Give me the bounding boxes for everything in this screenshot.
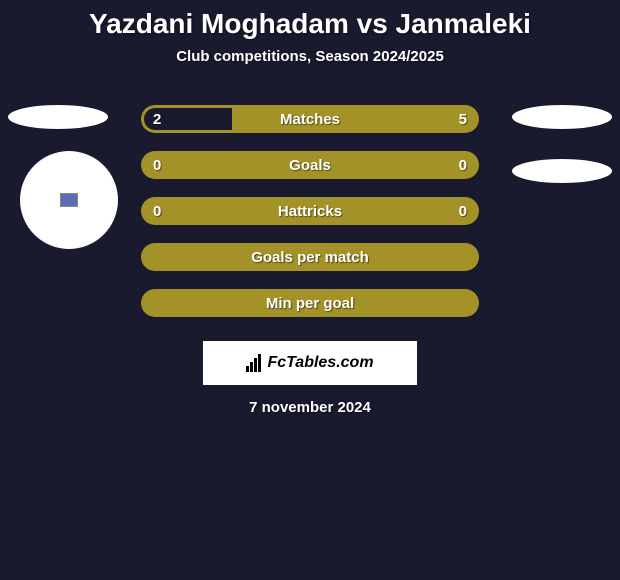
- placeholder-ellipse-mid-right: [512, 159, 612, 183]
- avatar: [20, 151, 118, 249]
- stat-label: Hattricks: [278, 203, 342, 220]
- stat-left-value: 2: [153, 111, 161, 128]
- chart-icon: [246, 354, 261, 372]
- stat-left-value: 0: [153, 157, 161, 174]
- placeholder-ellipse-top-right: [512, 105, 612, 129]
- stat-bar-min-per-goal: Min per goal: [141, 289, 479, 317]
- brand-logo: FcTables.com: [203, 341, 417, 385]
- stat-label: Matches: [280, 111, 340, 128]
- stat-right-value: 0: [459, 157, 467, 174]
- person-icon: [60, 193, 78, 207]
- stat-label: Min per goal: [266, 295, 354, 312]
- stat-right-value: 0: [459, 203, 467, 220]
- footer-date: 7 november 2024: [249, 399, 371, 416]
- stat-label: Goals: [289, 157, 331, 174]
- stat-bar-hattricks: 0 Hattricks 0: [141, 197, 479, 225]
- page-title: Yazdani Moghadam vs Janmaleki: [89, 8, 531, 40]
- stat-right-value: 5: [459, 111, 467, 128]
- placeholder-ellipse-top-left: [8, 105, 108, 129]
- page-subtitle: Club competitions, Season 2024/2025: [176, 48, 444, 65]
- stats-area: 2 Matches 5 0 Goals 0 0 Hattricks 0 Goal…: [0, 105, 620, 416]
- stat-bar-matches: 2 Matches 5: [141, 105, 479, 133]
- stat-bar-goals: 0 Goals 0: [141, 151, 479, 179]
- brand-name: FcTables.com: [267, 354, 373, 372]
- brand-logo-text: FcTables.com: [246, 354, 373, 372]
- stat-left-value: 0: [153, 203, 161, 220]
- stat-label: Goals per match: [251, 249, 369, 266]
- stat-bar-goals-per-match: Goals per match: [141, 243, 479, 271]
